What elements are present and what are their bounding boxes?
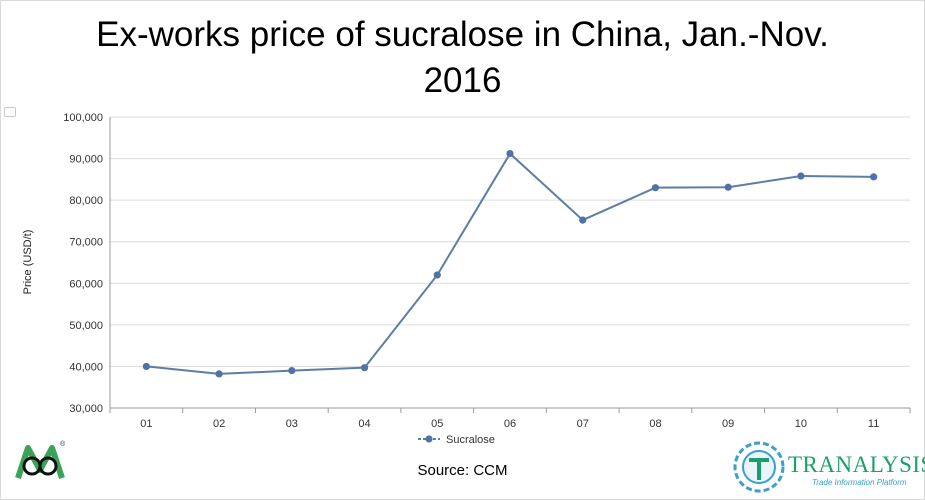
x-tick-label: 06 (504, 418, 516, 430)
y-tick-label: 90,000 (69, 154, 103, 166)
y-tick-label: 60,000 (69, 278, 103, 290)
x-tick-label: 10 (795, 418, 807, 430)
data-point (215, 370, 223, 378)
data-point (724, 183, 732, 191)
data-point (579, 216, 587, 224)
data-point (651, 184, 660, 192)
data-point (433, 271, 441, 279)
title-line-2: 2016 (423, 61, 502, 100)
data-point (360, 364, 369, 372)
x-tick-label: 08 (649, 418, 661, 430)
source-note: Source: CCM (417, 462, 508, 479)
x-tick-label: 02 (213, 418, 225, 430)
tranalysis-wordmark: TRANALYSIS (788, 452, 925, 477)
legend-marker (425, 435, 433, 443)
title-line-1: Ex-works price of sucralose in China, Ja… (96, 15, 829, 54)
data-point (288, 366, 296, 375)
x-tick-label: 04 (358, 418, 370, 430)
y-tick-label: 80,000 (69, 195, 103, 207)
tranalysis-tagline: Trade Information Platform (812, 478, 907, 487)
ccm-logo: ® (15, 440, 66, 479)
chart-title: Ex-works price of sucralose in China, Ja… (0, 12, 925, 104)
tranalysis-globe-icon (733, 441, 785, 493)
y-tick-label: 40,000 (69, 361, 103, 373)
legend-label: Sucralose (446, 434, 495, 446)
x-tick-label: 03 (286, 418, 298, 430)
series-line (146, 152, 874, 375)
corner-icon (4, 107, 16, 117)
y-tick-label: 30,000 (69, 403, 103, 415)
data-point (797, 172, 805, 180)
x-tick-label: 07 (577, 418, 589, 430)
x-tick-label: 11 (868, 418, 879, 430)
registered-mark: ® (60, 440, 66, 448)
data-point (142, 362, 150, 371)
x-tick-label: 05 (431, 418, 443, 430)
data-point (870, 173, 878, 181)
x-tick-label: 01 (140, 418, 152, 430)
y-axis-title: Price (USD/t) (22, 230, 34, 295)
data-point (506, 149, 514, 158)
y-tick-label: 100,000 (63, 112, 103, 124)
y-tick-label: 70,000 (69, 237, 103, 249)
x-tick-label: 09 (722, 418, 734, 430)
y-tick-label: 50,000 (69, 320, 103, 332)
